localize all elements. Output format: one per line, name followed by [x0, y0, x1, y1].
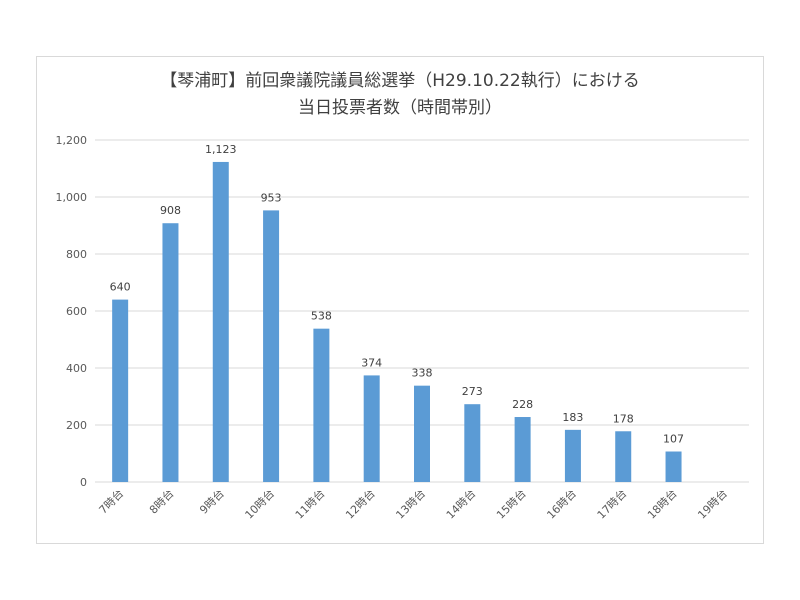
data-label: 538	[311, 310, 332, 323]
bar	[112, 299, 129, 482]
y-tick-label: 600	[66, 305, 87, 318]
bar-chart: 【琴浦町】前回衆議院議員総選挙（H29.10.22執行）における 当日投票者数（…	[56, 71, 749, 522]
x-tick-label: 15時台	[493, 486, 528, 521]
data-label: 1,123	[205, 143, 237, 156]
data-label: 183	[562, 411, 583, 424]
chart-title-line-1: 【琴浦町】前回衆議院議員総選挙（H29.10.22執行）における	[160, 71, 640, 91]
data-label: 953	[261, 191, 282, 204]
data-label: 273	[462, 385, 483, 398]
bar	[263, 210, 280, 482]
y-tick-label: 800	[66, 248, 87, 261]
bar	[212, 161, 229, 482]
bar	[464, 404, 481, 482]
x-tick-label: 11時台	[292, 486, 327, 521]
bars	[112, 161, 682, 482]
bar	[414, 385, 430, 482]
bar	[564, 429, 581, 482]
x-tick-label: 12時台	[342, 486, 377, 521]
data-label: 107	[663, 433, 684, 446]
y-tick-label: 400	[66, 362, 87, 375]
data-label: 228	[512, 398, 533, 411]
x-tick-label: 8時台	[146, 486, 176, 516]
x-tick-label: 16時台	[544, 486, 579, 521]
bar	[615, 431, 632, 482]
bar	[363, 375, 380, 482]
x-tick-label: 10時台	[242, 486, 277, 521]
data-label: 908	[160, 204, 181, 217]
bar	[162, 223, 179, 482]
x-tick-label: 17時台	[594, 486, 629, 521]
data-label: 178	[613, 412, 634, 425]
data-labels: 640 908 1,123 953 538 374 338 273 228 183 178 107	[110, 143, 684, 446]
chart-frame: 【琴浦町】前回衆議院議員総選挙（H29.10.22執行）における 当日投票者数（…	[36, 56, 764, 544]
x-tick-label: 18時台	[644, 486, 679, 521]
y-tick-label: 1,200	[56, 134, 88, 147]
data-label: 374	[361, 356, 382, 369]
x-tick-label: 13時台	[393, 486, 428, 521]
x-tick-label: 7時台	[96, 486, 126, 516]
y-tick-label: 0	[80, 476, 87, 489]
x-tick-label: 14時台	[443, 486, 478, 521]
data-label: 338	[412, 367, 433, 380]
bar	[514, 417, 531, 482]
x-tick-label: 9時台	[196, 486, 226, 516]
bar	[665, 451, 682, 482]
data-label: 640	[110, 281, 131, 294]
bar	[313, 328, 330, 482]
gridlines	[95, 139, 749, 483]
chart-title-line-2: 当日投票者数（時間帯別）	[298, 98, 502, 118]
y-tick-label: 1,000	[56, 191, 88, 204]
x-tick-label: 19時台	[695, 486, 730, 521]
x-axis: 7時台 8時台 9時台 10時台 11時台 12時台 13時台 14時台 15時台 16時台 17時…	[96, 486, 730, 521]
y-axis: 0 200 400 600 800 1,000 1,200	[56, 134, 88, 489]
y-tick-label: 200	[66, 419, 87, 432]
